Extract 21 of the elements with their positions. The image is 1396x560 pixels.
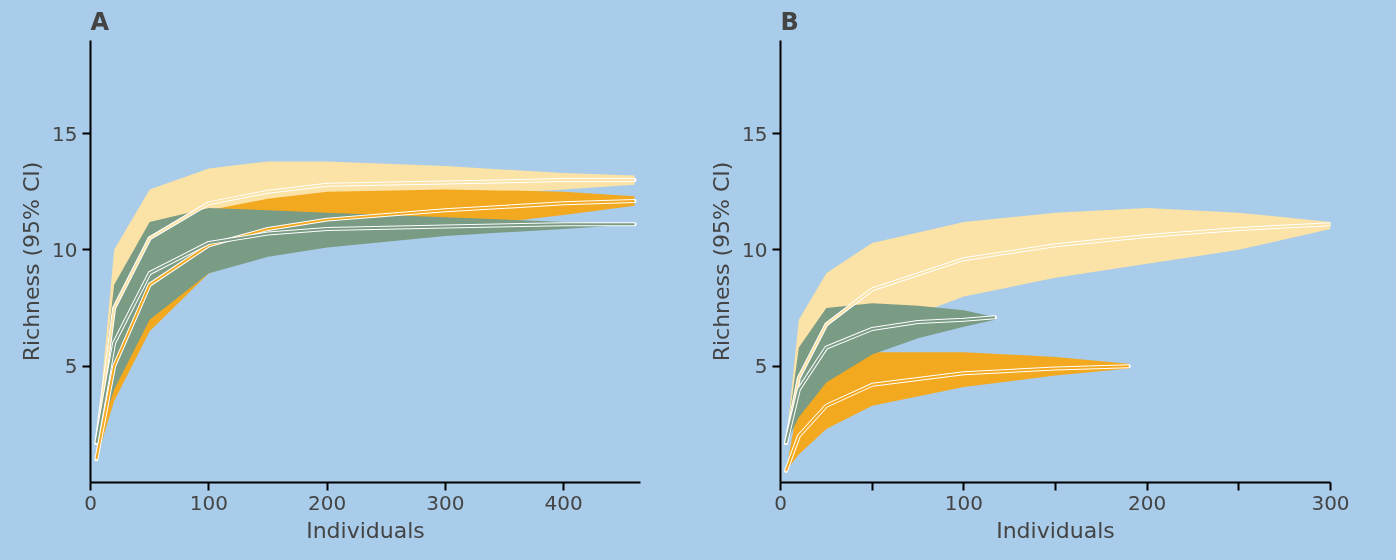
x-tick-label: 300 xyxy=(426,490,465,515)
chart-title: A xyxy=(90,7,110,36)
x-tick-label: 0 xyxy=(774,490,787,515)
y-tick-label: 15 xyxy=(742,121,768,146)
x-tick-label: 200 xyxy=(307,490,347,515)
x-tick-label: 100 xyxy=(944,490,983,515)
x-axis-title: Individuals xyxy=(996,517,1115,543)
x-tick-label: 400 xyxy=(544,490,583,515)
y-axis-title: Richness (95% CI) xyxy=(709,161,735,362)
x-tick-label: 300 xyxy=(1311,490,1350,515)
y-axis-title: Richness (95% CI) xyxy=(19,161,45,362)
y-tick-label: 10 xyxy=(742,237,768,262)
y-tick-label: 15 xyxy=(52,121,78,146)
x-tick-label: 100 xyxy=(189,490,228,515)
chart-title: B xyxy=(780,7,799,36)
y-tick-label: 10 xyxy=(52,237,78,262)
x-axis-title: Individuals xyxy=(306,517,425,543)
x-tick-label: 200 xyxy=(1128,490,1167,515)
x-tick-label: 0 xyxy=(84,490,97,515)
y-tick-label: 5 xyxy=(64,354,78,379)
y-tick-label: 5 xyxy=(754,354,768,379)
